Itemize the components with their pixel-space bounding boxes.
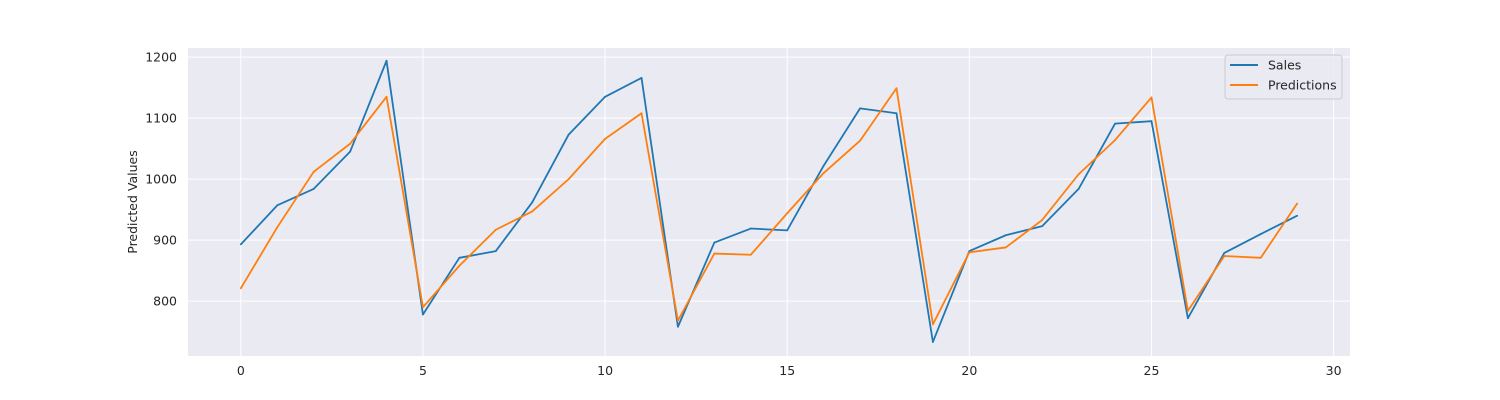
data-point-predictions	[276, 226, 279, 229]
x-tick-label: 30	[1326, 363, 1342, 378]
data-point-sales	[640, 76, 643, 79]
data-point-sales	[385, 59, 388, 62]
data-point-predictions	[968, 251, 971, 254]
legend-label-predictions: Predictions	[1268, 78, 1337, 93]
data-point-predictions	[859, 139, 861, 142]
data-point-sales	[349, 150, 351, 153]
data-point-sales	[1114, 122, 1116, 125]
data-point-sales	[895, 112, 898, 115]
data-point-sales	[859, 107, 861, 110]
data-point-predictions	[494, 228, 497, 231]
data-point-predictions	[1296, 202, 1299, 205]
data-point-sales	[1150, 120, 1153, 123]
data-point-predictions	[786, 212, 789, 215]
y-tick-label: 1200	[145, 50, 177, 65]
data-point-sales	[1041, 225, 1044, 227]
data-point-sales	[1296, 214, 1299, 217]
legend: Sales Predictions	[1224, 54, 1343, 100]
y-tick-label: 1000	[145, 172, 177, 187]
y-tick-label: 1100	[145, 111, 177, 126]
data-point-predictions	[1004, 246, 1007, 249]
axis-tick-labels: 800 900 1000 1100 1200 0 5 10 15 20 25 30	[145, 50, 1341, 378]
x-tick-label: 10	[597, 363, 613, 378]
data-point-sales	[1187, 317, 1189, 320]
plot-area	[188, 48, 1350, 356]
data-point-predictions	[385, 95, 388, 98]
data-point-sales	[239, 243, 242, 246]
x-tick-label: 15	[779, 363, 795, 378]
data-point-sales	[1223, 252, 1226, 254]
data-point-sales	[749, 227, 752, 230]
data-point-predictions	[932, 323, 934, 326]
data-point-predictions	[1150, 96, 1153, 99]
data-point-sales	[312, 187, 315, 190]
data-point-sales	[494, 250, 497, 253]
data-point-sales	[786, 229, 789, 232]
data-point-sales	[422, 313, 424, 316]
data-point-predictions	[567, 178, 570, 181]
data-point-sales	[822, 164, 825, 167]
data-point-predictions	[604, 137, 606, 140]
x-tick-label: 0	[237, 363, 245, 378]
data-point-predictions	[677, 319, 679, 322]
y-tick-label: 900	[153, 233, 177, 248]
data-point-predictions	[1114, 139, 1116, 142]
data-point-predictions	[749, 253, 752, 256]
data-point-sales	[531, 201, 534, 204]
data-point-predictions	[1187, 309, 1189, 312]
data-point-predictions	[713, 252, 716, 255]
data-point-sales	[567, 133, 570, 136]
x-tick-label: 20	[961, 363, 977, 378]
data-point-sales	[713, 241, 716, 244]
data-point-predictions	[531, 210, 534, 213]
data-point-sales	[458, 256, 461, 259]
series-line-predictions	[240, 87, 1298, 326]
data-point-predictions	[1259, 256, 1262, 259]
data-point-sales	[276, 204, 279, 207]
y-tick-label: 800	[153, 294, 177, 309]
data-point-sales	[677, 325, 679, 328]
x-tick-label: 5	[419, 363, 427, 378]
data-point-sales	[1077, 187, 1080, 190]
data-point-predictions	[349, 142, 351, 145]
data-point-predictions	[640, 112, 643, 115]
series-lines	[239, 59, 1299, 343]
data-point-predictions	[822, 172, 825, 174]
x-tick-label: 25	[1144, 363, 1160, 378]
data-point-predictions	[422, 306, 424, 309]
data-point-predictions	[1223, 255, 1226, 257]
data-point-sales	[932, 341, 934, 343]
data-point-sales	[1004, 234, 1007, 237]
y-axis-label: Predicted Values	[125, 150, 140, 254]
data-point-predictions	[458, 264, 461, 267]
legend-label-sales: Sales	[1268, 58, 1301, 73]
data-point-predictions	[1077, 173, 1080, 176]
data-point-predictions	[312, 170, 315, 173]
data-point-predictions	[895, 87, 898, 90]
data-point-sales	[1259, 233, 1262, 235]
data-point-predictions	[239, 287, 242, 290]
data-point-sales	[604, 95, 606, 98]
data-point-predictions	[1041, 219, 1044, 221]
